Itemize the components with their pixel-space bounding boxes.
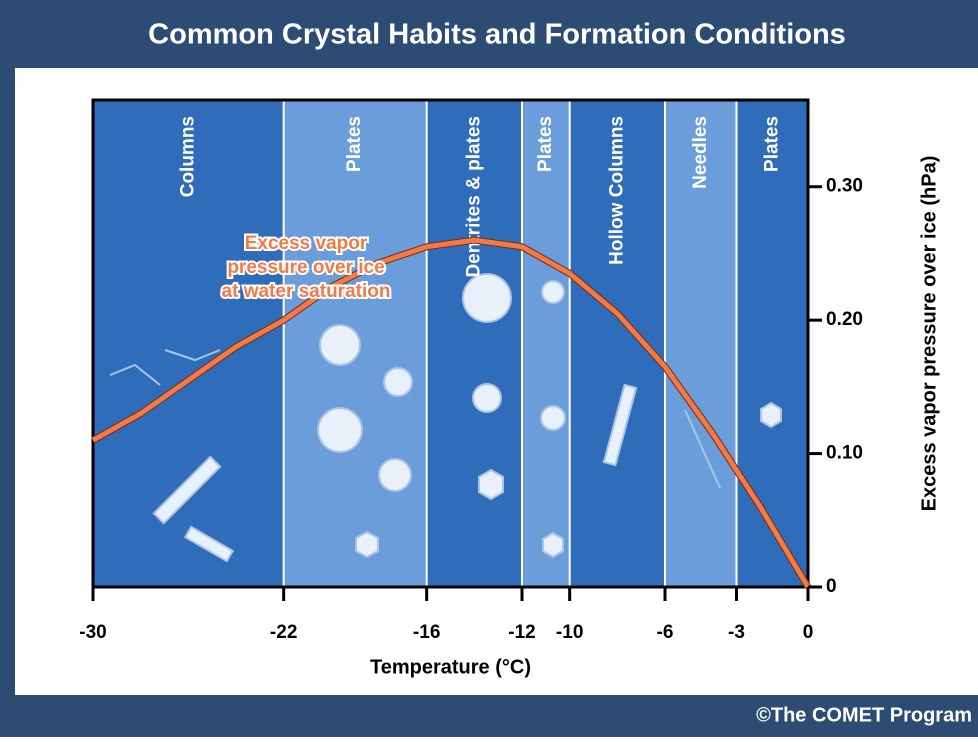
x-tick-label: 0	[803, 622, 814, 643]
crystal-icons	[109, 273, 782, 563]
plot-border	[91, 98, 810, 589]
band-label: Hollow Columns	[606, 116, 627, 265]
band-label: Plates	[344, 116, 365, 172]
y-tick-label: 0.20	[826, 309, 863, 330]
crystal-icon	[152, 455, 222, 525]
band-label: Plates	[535, 116, 556, 172]
x-tick-label: -16	[413, 622, 440, 643]
overlay: Columns Plates Dentrites & plates Plates Hol…	[79, 98, 940, 678]
chart-title: Common Crystal Habits and Formation Cond…	[148, 19, 846, 51]
crystal-icon	[541, 280, 565, 304]
band	[426, 100, 522, 587]
crystal-icon	[760, 401, 782, 429]
crystal-icon	[355, 530, 379, 559]
x-tick-label: -6	[657, 622, 674, 643]
band-label: Needles	[690, 116, 711, 189]
band-label: Columns	[177, 116, 198, 197]
band	[736, 100, 808, 587]
band	[665, 100, 737, 587]
band	[93, 100, 284, 587]
crystal-icon	[478, 468, 504, 501]
credit: ©The COMET Program	[756, 704, 972, 726]
band	[522, 100, 570, 587]
annotation: at water saturation	[222, 281, 391, 302]
band	[569, 100, 665, 587]
band-label: Dentrites & plates	[463, 116, 484, 278]
crystal-icon	[602, 383, 638, 467]
x-tick-label: -30	[79, 622, 106, 643]
plot-area	[93, 100, 808, 587]
crystal-icon	[684, 409, 721, 489]
band-label: Plates	[761, 116, 782, 172]
x-tick-label: -22	[270, 622, 297, 643]
annotation: pressure over ice	[227, 257, 384, 278]
x-tick-label: -10	[556, 622, 583, 643]
y-tick-label: 0.10	[826, 443, 863, 464]
curve	[91, 237, 811, 589]
crystal-icon	[164, 349, 221, 362]
crystal-icon	[378, 458, 412, 492]
x-axis-label: Temperature (°C)	[370, 656, 531, 678]
y-tick-label: 0	[826, 576, 837, 597]
crystal-icon	[183, 525, 235, 563]
crystal-icon	[383, 367, 413, 397]
crystal-icon	[542, 531, 564, 559]
x-tick-label: -12	[508, 622, 535, 643]
crystal-icon	[319, 324, 361, 366]
crystal-icon	[109, 363, 161, 386]
crystal-icon	[317, 407, 363, 453]
x-tick-label: -3	[728, 622, 745, 643]
crystal-icon	[472, 383, 502, 413]
y-axis-label: Excess vapor pressure over ice (hPa)	[918, 156, 940, 512]
y-tick-label: 0.30	[826, 176, 863, 197]
crystal-icon	[540, 405, 566, 431]
annotation: Excess vapor	[245, 233, 368, 254]
crystal-icon	[462, 273, 512, 323]
